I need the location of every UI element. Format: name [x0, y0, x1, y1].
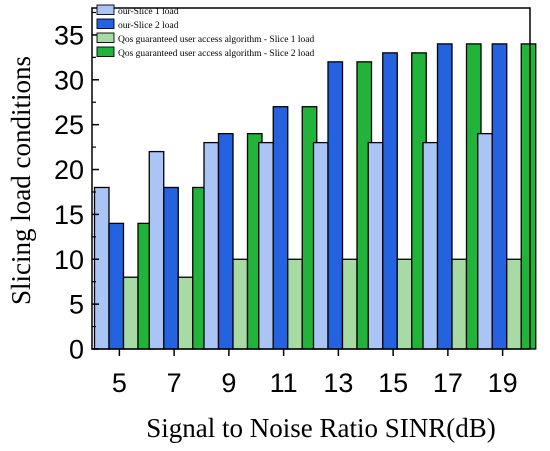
bar-1-9: [203, 141, 220, 350]
y-tick-label: 35: [54, 20, 84, 50]
y-tick-label: 10: [54, 245, 84, 275]
legend: our-Slice 1 load our-Slice 2 load Qos guar…: [96, 4, 315, 59]
x-axis: 5 7 9 11 13 15 17 19: [112, 349, 518, 398]
x-tick-label: 9: [221, 368, 236, 398]
bars-layer: [93, 43, 537, 350]
x-tick-label: 15: [378, 368, 408, 398]
x-axis-title: Signal to Noise Ratio SINR(dB): [146, 413, 496, 443]
legend-swatch: [96, 4, 115, 15]
plot-frame: [91, 7, 531, 350]
legend-swatch: [96, 46, 115, 57]
legend-label: our-Slice 2 load: [118, 21, 179, 31]
y-tick-label: 20: [54, 155, 84, 185]
bar-1-17: [422, 141, 439, 350]
x-tick-label: 17: [433, 368, 463, 398]
y-tick-label: 15: [54, 200, 84, 230]
bar-3-11: [287, 258, 303, 350]
y-tick-label: 0: [69, 335, 84, 365]
x-tick-label: 11: [270, 368, 298, 398]
bar-1-13: [312, 141, 329, 350]
legend-swatch: [96, 32, 115, 43]
y-tick-label: 30: [54, 65, 84, 95]
y-tick-label: 25: [54, 110, 84, 140]
bar-2-11: [272, 106, 289, 350]
y-axis: 0 5 10 15 20 25 30 35: [54, 11, 99, 365]
bar-3-5: [122, 276, 139, 350]
x-tick-label: 13: [323, 368, 353, 398]
bar-2-5: [108, 222, 125, 350]
bar-2-17: [436, 43, 453, 350]
bar-3-7: [177, 276, 194, 350]
bar-3-13: [341, 258, 358, 350]
bar-2-7: [163, 186, 179, 350]
legend-label: Qos guaranteed user access algorithm - S…: [118, 35, 315, 45]
bar-2-19: [491, 43, 508, 350]
x-tick-label: 5: [112, 368, 127, 398]
y-axis-title: Slicing load conditions: [6, 56, 36, 305]
bar-1-5: [93, 186, 110, 350]
bar-2-13: [327, 61, 344, 350]
bar-3-9: [232, 258, 249, 350]
bar-1-7: [148, 150, 165, 350]
bar-3-19: [506, 258, 522, 350]
x-tick-label: 19: [488, 368, 518, 398]
bar-2-9: [217, 132, 234, 350]
legend-label: our-Slice 1 load: [118, 7, 179, 17]
legend-label: Qos guaranteed user access algorithm - S…: [118, 49, 315, 59]
bar-4-19: [520, 43, 537, 350]
bar-1-11: [258, 141, 274, 350]
bar-2-15: [382, 52, 398, 350]
bar-1-19: [477, 132, 493, 350]
bar-3-17: [451, 258, 468, 350]
bar-1-15: [367, 141, 384, 350]
x-tick-label: 7: [167, 368, 182, 398]
legend-swatch: [96, 18, 115, 29]
bar-3-15: [396, 258, 413, 350]
y-tick-label: 5: [69, 290, 84, 320]
